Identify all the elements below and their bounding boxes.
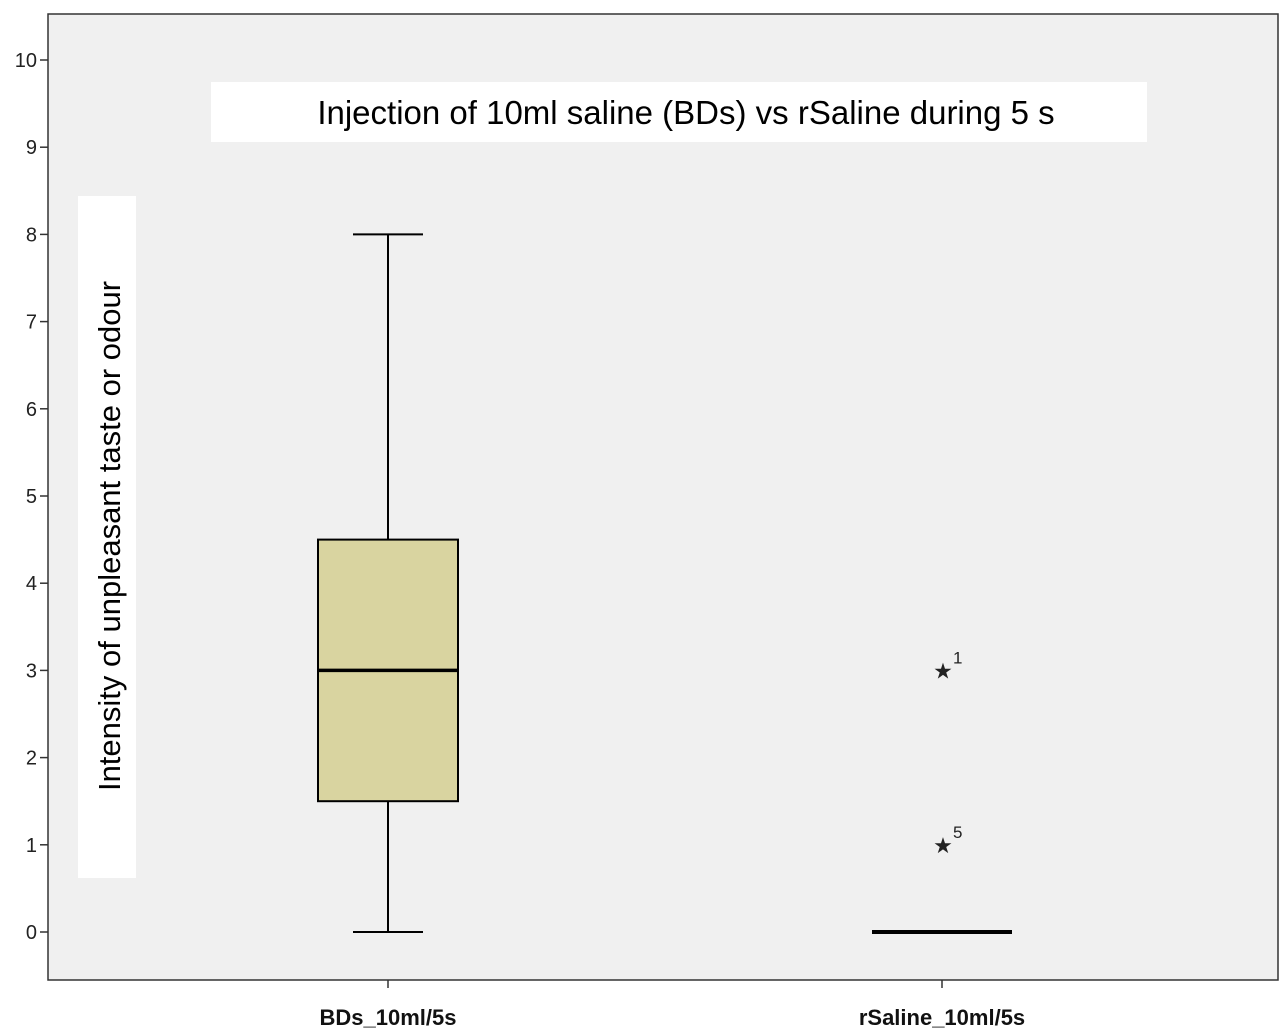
y-tick-label: 8: [26, 224, 37, 246]
y-axis-label: Intensity of unpleasant taste or odour: [92, 281, 127, 791]
x-axis: BDs_10ml/5s rSaline_10ml/5s: [320, 980, 1025, 1030]
outlier-label: 1: [953, 648, 962, 667]
y-axis-label-background: [78, 196, 136, 878]
box-group: ★1★5: [872, 648, 1012, 934]
y-tick-label: 6: [26, 399, 37, 421]
chart-title-background: [211, 82, 1147, 142]
y-tick-label: 4: [26, 573, 37, 595]
x-tick-label: rSaline_10ml/5s: [859, 1005, 1025, 1030]
y-tick-label: 2: [26, 748, 37, 770]
y-tick-label: 10: [15, 50, 37, 72]
y-tick-label: 9: [26, 137, 37, 159]
x-tick-label: BDs_10ml/5s: [320, 1005, 457, 1030]
y-axis-label-group: Intensity of unpleasant taste or odour: [78, 196, 136, 878]
outlier-marker: ★: [933, 834, 953, 859]
chart-title-group: Injection of 10ml saline (BDs) vs rSalin…: [211, 82, 1147, 142]
y-tick-label: 1: [26, 835, 37, 857]
y-tick-label: 0: [26, 922, 37, 944]
boxes: ★1★5: [317, 233, 1012, 934]
outlier-marker: ★: [933, 659, 953, 684]
y-tick-label: 5: [26, 486, 37, 508]
y-axis: 0 1 2 3 4 5 6 7 8 9 10: [15, 50, 48, 944]
y-tick-label: 3: [26, 660, 37, 682]
chart-title: Injection of 10ml saline (BDs) vs rSalin…: [317, 94, 1054, 131]
outlier-label: 5: [953, 823, 962, 842]
y-tick-label: 7: [26, 312, 37, 334]
plot-area: [47, 13, 1279, 981]
box-group: [317, 233, 459, 933]
